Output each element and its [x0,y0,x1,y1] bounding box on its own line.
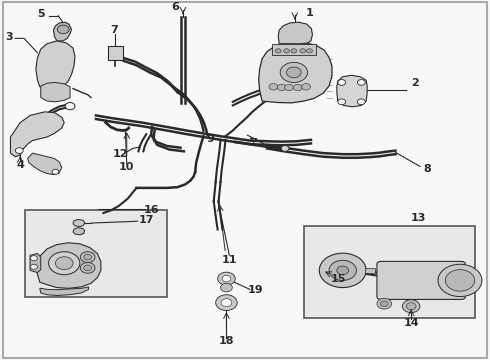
Polygon shape [10,112,64,157]
Circle shape [287,67,301,78]
Text: 14: 14 [403,318,419,328]
Text: 8: 8 [423,164,431,174]
Circle shape [80,252,95,262]
Polygon shape [37,243,101,288]
Circle shape [52,169,59,174]
Polygon shape [40,287,89,296]
Circle shape [55,257,73,270]
Text: 4: 4 [16,160,24,170]
Circle shape [357,99,365,105]
Polygon shape [73,228,85,235]
Circle shape [406,303,416,310]
Text: 12: 12 [113,149,128,159]
Text: 6: 6 [172,2,179,12]
Text: 9: 9 [207,134,215,144]
Circle shape [445,270,475,291]
Text: 17: 17 [139,215,154,225]
Circle shape [377,298,392,309]
Text: 13: 13 [411,213,426,222]
Circle shape [402,300,420,313]
Text: 5: 5 [37,9,45,19]
Circle shape [15,148,23,153]
Polygon shape [41,82,70,102]
Text: 10: 10 [119,162,134,172]
Text: 2: 2 [411,78,419,88]
Circle shape [338,99,345,105]
Circle shape [80,262,95,273]
Circle shape [216,295,237,311]
Circle shape [84,254,92,260]
Circle shape [285,84,294,91]
Circle shape [277,84,286,91]
Bar [272,44,316,55]
Circle shape [307,49,313,53]
Circle shape [221,299,232,307]
FancyBboxPatch shape [304,226,475,318]
FancyBboxPatch shape [377,261,466,300]
Circle shape [220,283,232,292]
Circle shape [300,49,306,53]
Text: 19: 19 [248,285,264,296]
Circle shape [275,49,281,53]
Circle shape [294,84,302,91]
Polygon shape [259,42,332,103]
Text: 3: 3 [6,32,13,41]
Polygon shape [30,253,41,273]
Circle shape [222,275,231,282]
Circle shape [218,272,235,285]
Circle shape [57,25,69,34]
Polygon shape [36,41,75,89]
Circle shape [438,264,482,297]
Circle shape [269,84,278,90]
Text: 7: 7 [111,25,119,35]
Circle shape [65,103,75,110]
Polygon shape [27,153,62,175]
Circle shape [302,84,311,90]
Circle shape [380,301,388,307]
Circle shape [281,145,289,151]
Circle shape [30,256,37,261]
Circle shape [357,80,365,85]
Polygon shape [73,220,85,227]
Polygon shape [53,22,72,41]
Circle shape [30,264,37,269]
Text: 18: 18 [219,336,234,346]
Circle shape [280,62,308,82]
Text: 15: 15 [331,274,346,284]
Circle shape [291,49,297,53]
Circle shape [49,252,80,275]
Circle shape [284,49,290,53]
Circle shape [84,265,92,271]
Polygon shape [337,75,367,107]
Text: 1: 1 [306,8,314,18]
FancyBboxPatch shape [25,211,167,297]
Circle shape [329,260,356,280]
Bar [365,268,375,273]
Bar [108,45,123,60]
Circle shape [319,253,366,288]
Circle shape [338,80,345,85]
Polygon shape [278,22,313,44]
Text: 16: 16 [144,206,159,216]
Text: 11: 11 [221,255,237,265]
Circle shape [337,266,348,275]
